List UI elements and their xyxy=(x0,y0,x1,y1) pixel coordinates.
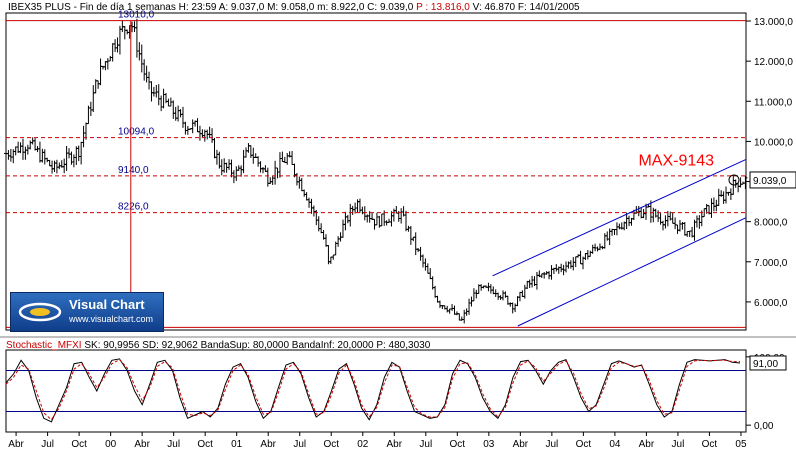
x-tick-label: Jul xyxy=(545,439,558,450)
high-value: M: 9.058,0 xyxy=(267,2,315,13)
osc-last-value-box xyxy=(749,355,787,371)
close-value: C: 9.039,0 xyxy=(367,2,414,13)
sd-value: SD: 92,9062 xyxy=(142,340,198,351)
x-tick-label: 03 xyxy=(483,439,495,450)
x-tick-label: 00 xyxy=(105,439,117,450)
osc-last-value-label: 91,00 xyxy=(753,359,778,370)
logo-brand: Visual Chart xyxy=(69,297,145,312)
x-tick-label: Abr xyxy=(513,439,529,450)
last-price-marker xyxy=(728,174,740,186)
x-tick-label: Jul xyxy=(41,439,54,450)
volume-value: V: 46.870 xyxy=(472,2,516,13)
x-tick-label: Oct xyxy=(323,439,339,450)
oscillator-header: Stochastic_MFXI SK: 90,9956 SD: 92,9062 … xyxy=(6,340,430,351)
x-tick-label: Oct xyxy=(450,439,466,450)
logo-swoosh-icon xyxy=(18,302,62,322)
band-sup-value: BandaSup: 80,0000 xyxy=(200,340,290,351)
osc-tick-label: 0,00 xyxy=(754,421,774,432)
oscillator-name: Stochastic_MFXI xyxy=(6,340,82,351)
x-tick-label: Jul xyxy=(167,439,180,450)
x-tick-label: Jul xyxy=(419,439,432,450)
x-tick-label: 02 xyxy=(357,439,369,450)
date-value: F: 14/01/2005 xyxy=(517,2,580,13)
x-tick-label: Abr xyxy=(386,439,402,450)
x-tick-label: Oct xyxy=(71,439,87,450)
low-value: m: 8.922,0 xyxy=(317,2,365,13)
last-value-box xyxy=(749,171,796,189)
p-value: P: 480,3030 xyxy=(376,340,431,351)
y-tick-label: 7.000,0 xyxy=(754,258,788,269)
x-tick-label: 01 xyxy=(231,439,243,450)
open-value: A: 9.037,0 xyxy=(218,2,265,13)
change-value: P : 13.816,0 xyxy=(416,2,470,13)
y-tick-label: 13.000,0 xyxy=(754,17,793,28)
last-value-label: 9.039,0 xyxy=(753,176,787,187)
x-tick-label: Jul xyxy=(293,439,306,450)
ohlc-bars xyxy=(4,18,748,324)
channel-line xyxy=(517,217,747,327)
max-annotation: MAX-9143 xyxy=(638,152,714,169)
stochastic-line-sd xyxy=(5,358,740,421)
quote-header: IBEX35 PLUS - Fin de día 1 semanas H: 23… xyxy=(8,2,580,13)
level-label: 8226,0 xyxy=(118,202,149,213)
x-tick-label: Abr xyxy=(260,439,276,450)
price-panel-frame xyxy=(5,12,747,331)
x-tick-label: Oct xyxy=(576,439,592,450)
level-label: 13010,0 xyxy=(118,10,155,21)
x-tick-label: Abr xyxy=(8,439,24,450)
y-tick-label: 11.000,0 xyxy=(754,97,793,108)
oscillator-panel-frame xyxy=(5,349,747,433)
hour-value: H: 23:59 xyxy=(178,2,217,13)
y-tick-label: 6.000,0 xyxy=(754,298,788,309)
x-tick-label: 05 xyxy=(735,439,747,450)
band-inf-value: BandaInf: 20,0000 xyxy=(291,340,374,351)
x-tick-label: 04 xyxy=(609,439,621,450)
y-tick-label: 12.000,0 xyxy=(754,57,793,68)
sk-value: SK: 90,9956 xyxy=(84,340,140,351)
period-label: Fin de día 1 semanas xyxy=(79,2,176,13)
visual-chart-logo: Visual Chart www.visualchart.com xyxy=(10,292,164,332)
y-tick-label: 8.000,0 xyxy=(754,218,788,229)
instrument-name: IBEX35 PLUS xyxy=(8,2,71,13)
channel-line xyxy=(492,159,747,277)
x-tick-label: Abr xyxy=(639,439,655,450)
y-tick-label: 10.000,0 xyxy=(754,137,793,148)
logo-url: www.visualchart.com xyxy=(69,314,154,324)
level-label: 10094,0 xyxy=(118,127,155,138)
level-label: 9140,0 xyxy=(118,165,149,176)
x-tick-label: Oct xyxy=(197,439,213,450)
x-tick-label: Jul xyxy=(672,439,685,450)
x-tick-label: Abr xyxy=(134,439,150,450)
x-tick-label: Oct xyxy=(702,439,718,450)
